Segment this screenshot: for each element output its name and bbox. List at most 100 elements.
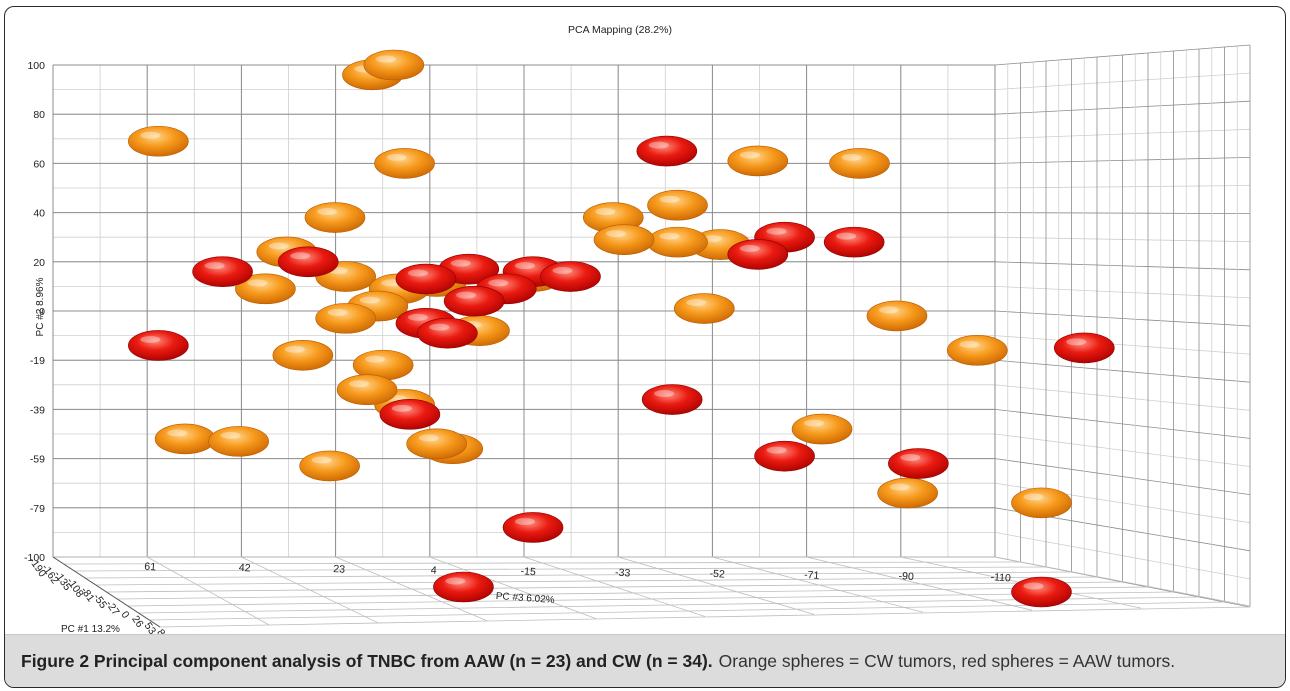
- aaw-tumor-point: [128, 330, 189, 361]
- cw-tumor-point: [946, 335, 1008, 366]
- cw-sphere: [727, 145, 789, 177]
- cw-tumor-point: [1011, 487, 1072, 519]
- sphere-highlight: [445, 577, 466, 585]
- sphere-highlight: [804, 419, 825, 427]
- sphere-highlight: [836, 232, 857, 240]
- cw-sphere: [128, 125, 189, 157]
- sphere-highlight: [290, 252, 311, 260]
- cw-sphere: [363, 49, 425, 81]
- data-points: [128, 49, 1115, 608]
- cw-sphere: [208, 426, 269, 457]
- z-tick-label: 0: [118, 609, 131, 621]
- y-tick-label: -59: [30, 454, 45, 466]
- cw-tumor-point: [235, 273, 296, 305]
- cw-sphere: [304, 202, 366, 233]
- aaw-sphere: [636, 135, 698, 167]
- cw-sphere: [647, 189, 708, 221]
- cw-tumor-point: [128, 125, 189, 157]
- x-tick-label: -52: [709, 568, 725, 581]
- aaw-sphere: [641, 384, 703, 415]
- sphere-highlight: [515, 517, 536, 525]
- cw-tumor-point: [647, 226, 708, 258]
- x-tick-label: 61: [144, 561, 157, 574]
- cw-tumor-point: [299, 450, 360, 482]
- aaw-tumor-point: [823, 226, 885, 258]
- aaw-sphere: [823, 226, 885, 258]
- cw-tumor-point: [791, 413, 853, 445]
- x-tick-label: -33: [615, 566, 631, 579]
- sphere-highlight: [1023, 582, 1044, 590]
- sphere-highlight: [739, 244, 760, 252]
- caption-title: Figure 2 Principal component analysis of…: [21, 650, 713, 671]
- aaw-sphere: [754, 440, 815, 472]
- aaw-sphere: [128, 330, 189, 361]
- y-tick-label: 100: [27, 60, 45, 72]
- cw-tumor-point: [315, 303, 376, 334]
- y-tick-label: -19: [30, 355, 45, 367]
- aaw-tumor-point: [1053, 332, 1115, 364]
- sphere-highlight: [766, 446, 787, 454]
- aaw-tumor-point: [727, 239, 789, 270]
- floor-grid-line: [994, 556, 1251, 607]
- sphere-highlight: [889, 483, 910, 491]
- cw-tumor-point: [866, 300, 928, 332]
- sphere-highlight: [407, 313, 428, 321]
- floor-grid-line: [159, 606, 1251, 628]
- aaw-sphere: [443, 285, 505, 317]
- cw-sphere: [154, 423, 216, 455]
- sphere-highlight: [878, 306, 899, 314]
- aaw-sphere: [1011, 576, 1072, 608]
- floor-grid-line: [117, 586, 1149, 600]
- x-tick-label: 4: [430, 564, 437, 576]
- z-axis-label: PC #1 13.2%: [61, 624, 120, 634]
- sphere-highlight: [1023, 493, 1044, 501]
- x-tick-label: -15: [520, 565, 536, 578]
- sphere-highlight: [140, 131, 161, 139]
- y-tick-label: 60: [33, 158, 45, 170]
- aaw-tumor-point: [641, 384, 703, 415]
- grid: [52, 44, 1251, 628]
- cw-sphere: [315, 303, 376, 334]
- floor-grid-line: [74, 566, 1047, 572]
- y-tick-label: 80: [33, 109, 45, 121]
- cw-sphere: [406, 428, 467, 460]
- y-tick-label: 0: [39, 306, 45, 318]
- aaw-tumor-point: [379, 399, 441, 430]
- cw-tumor-point: [304, 202, 366, 233]
- aaw-tumor-point: [888, 448, 949, 479]
- sphere-highlight: [659, 195, 680, 203]
- aaw-sphere: [433, 571, 494, 603]
- cw-sphere: [829, 148, 890, 179]
- sphere-highlight: [391, 404, 412, 412]
- sphere-highlight: [456, 291, 477, 299]
- sphere-highlight: [595, 208, 616, 216]
- aaw-tumor-point: [395, 263, 457, 295]
- sphere-highlight: [359, 296, 380, 304]
- figure-frame: 100 80 60 40 20 0 -19 -39 -59 -79 -100 61 42 23 4 -15 -3…: [4, 6, 1286, 688]
- figure-caption: Figure 2 Principal component analysis of…: [5, 634, 1285, 687]
- y-tick-label: 20: [33, 257, 45, 269]
- cw-tumor-point: [877, 477, 938, 509]
- sphere-highlight: [311, 456, 332, 464]
- z-axis-line: [52, 556, 161, 628]
- pca-3d-scatter-plot: 100 80 60 40 20 0 -19 -39 -59 -79 -100 61 42 23 4 -15 -3…: [24, 24, 1251, 634]
- aaw-tumor-point: [540, 261, 601, 292]
- cw-sphere: [877, 477, 938, 509]
- sphere-highlight: [900, 454, 921, 462]
- y-tick-label: 40: [33, 208, 45, 220]
- sphere-highlight: [648, 141, 669, 149]
- aaw-sphere: [417, 317, 478, 349]
- sphere-highlight: [552, 267, 573, 275]
- sphere-highlight: [429, 323, 450, 331]
- sphere-highlight: [959, 340, 980, 348]
- sphere-highlight: [654, 390, 675, 398]
- cw-tumor-point: [363, 49, 425, 81]
- cw-sphere: [593, 224, 655, 255]
- sphere-highlight: [140, 335, 161, 343]
- cw-sphere: [647, 226, 708, 258]
- cw-sphere: [336, 374, 398, 406]
- x-tick-label: -90: [898, 570, 914, 583]
- cw-sphere: [1011, 487, 1072, 519]
- aaw-sphere: [379, 399, 441, 430]
- sphere-highlight: [247, 279, 268, 287]
